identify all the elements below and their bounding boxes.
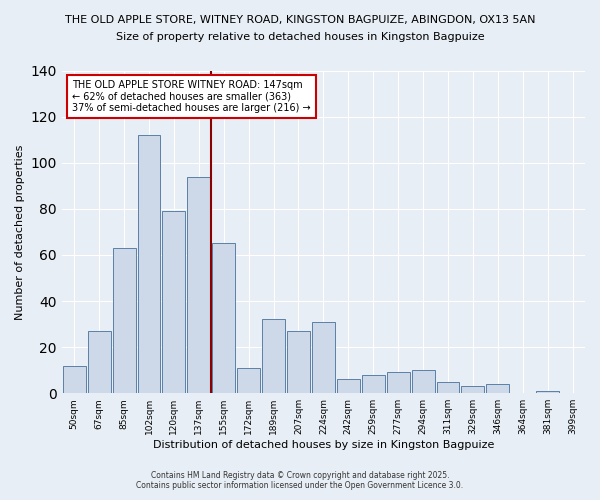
Bar [237, 368, 260, 393]
Bar [437, 382, 460, 393]
Bar [63, 366, 86, 393]
Bar [113, 248, 136, 393]
Bar [412, 370, 434, 393]
Text: THE OLD APPLE STORE WITNEY ROAD: 147sqm
← 62% of detached houses are smaller (36: THE OLD APPLE STORE WITNEY ROAD: 147sqm … [72, 80, 311, 114]
Y-axis label: Number of detached properties: Number of detached properties [15, 144, 25, 320]
Bar [312, 322, 335, 393]
Bar [88, 331, 110, 393]
Bar [212, 244, 235, 393]
Bar [262, 320, 285, 393]
Bar [337, 380, 360, 393]
Text: Contains HM Land Registry data © Crown copyright and database right 2025.
Contai: Contains HM Land Registry data © Crown c… [136, 470, 464, 490]
Text: Size of property relative to detached houses in Kingston Bagpuize: Size of property relative to detached ho… [116, 32, 484, 42]
Bar [362, 375, 385, 393]
X-axis label: Distribution of detached houses by size in Kingston Bagpuize: Distribution of detached houses by size … [153, 440, 494, 450]
Bar [163, 211, 185, 393]
Bar [386, 372, 410, 393]
Bar [487, 384, 509, 393]
Bar [536, 391, 559, 393]
Bar [137, 135, 160, 393]
Text: THE OLD APPLE STORE, WITNEY ROAD, KINGSTON BAGPUIZE, ABINGDON, OX13 5AN: THE OLD APPLE STORE, WITNEY ROAD, KINGST… [65, 15, 535, 25]
Bar [187, 176, 210, 393]
Bar [287, 331, 310, 393]
Bar [461, 386, 484, 393]
